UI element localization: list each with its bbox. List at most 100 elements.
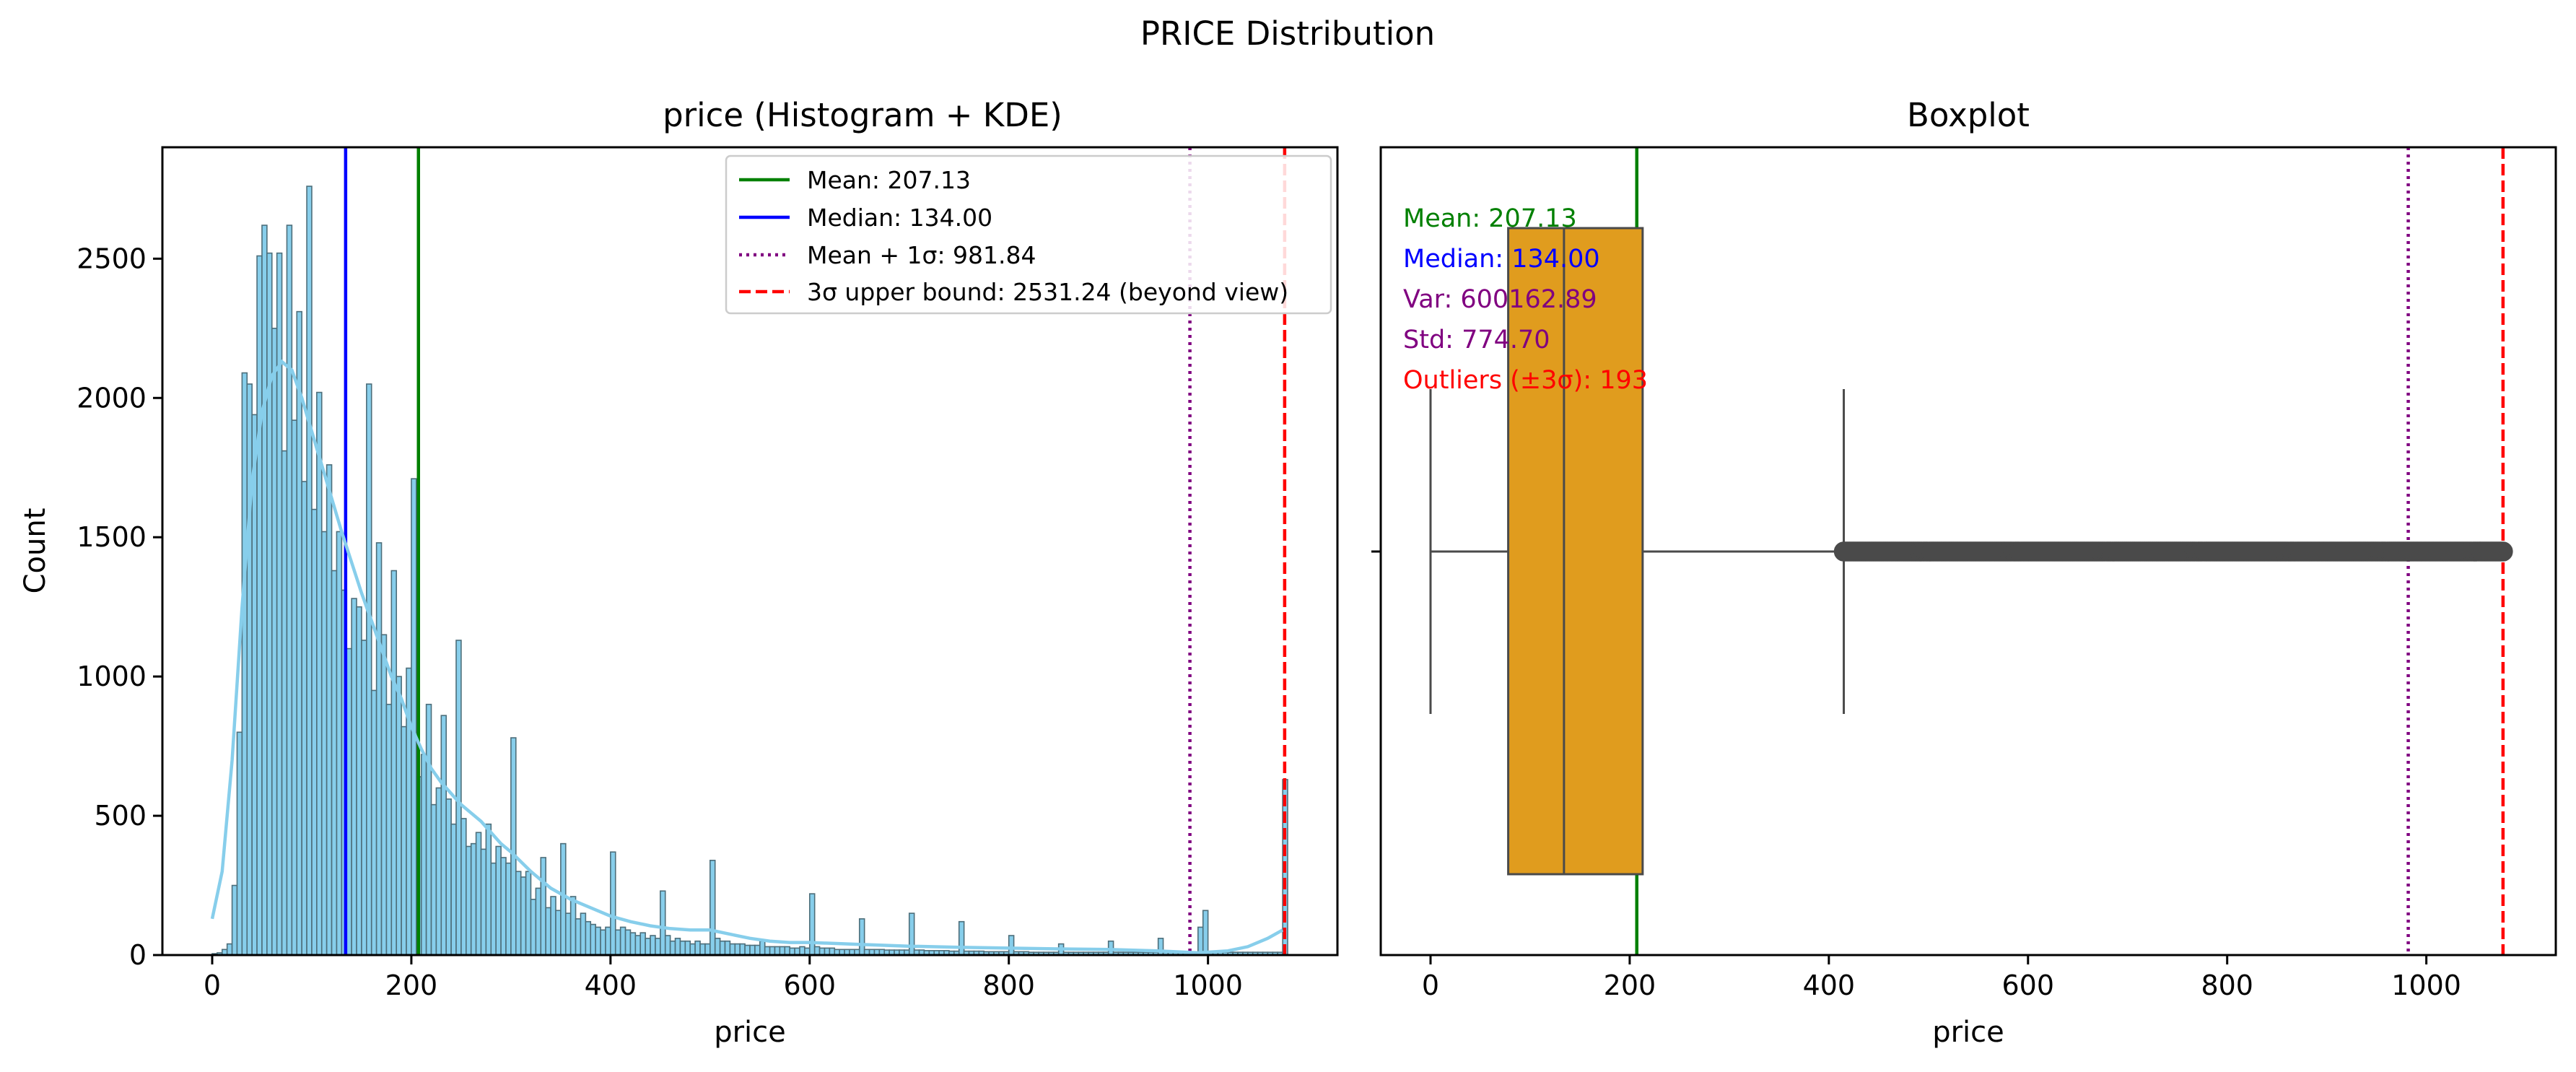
legend-item-median: Median: 134.00 bbox=[739, 204, 992, 232]
x-tick-label: 1000 bbox=[1173, 969, 1243, 1001]
histogram-bar bbox=[530, 899, 537, 956]
histogram-bar bbox=[694, 940, 701, 956]
histogram-bar bbox=[590, 923, 596, 956]
stats-annotation: Median: 134.00 bbox=[1403, 245, 1600, 274]
boxplot-x-label: price bbox=[1932, 1016, 2004, 1049]
histogram-bar bbox=[645, 938, 651, 956]
histogram-bar bbox=[619, 926, 626, 956]
histogram-bar bbox=[779, 946, 786, 956]
histogram-bar bbox=[540, 857, 546, 956]
histogram-bar bbox=[595, 926, 601, 956]
histogram-bar bbox=[744, 944, 751, 956]
histogram-bar bbox=[719, 940, 726, 956]
histogram-bar bbox=[734, 943, 741, 956]
legend-item-mean-plus-1sigma: Mean + 1σ: 981.84 bbox=[739, 241, 1036, 269]
stats-annotation: Mean: 207.13 bbox=[1403, 204, 1577, 233]
histogram-bar bbox=[769, 946, 776, 956]
y-tick-label: 500 bbox=[94, 800, 147, 832]
stats-annotation: Std: 774.70 bbox=[1403, 326, 1550, 354]
x-tick-label: 600 bbox=[784, 969, 837, 1001]
histogram-bar bbox=[560, 842, 567, 956]
histogram-panel: price (Histogram + KDE) 0 200 400 600 800 100… bbox=[19, 96, 1339, 1049]
boxplot bbox=[1429, 227, 2513, 876]
histogram-bar bbox=[226, 943, 233, 956]
histogram-bar bbox=[251, 414, 258, 956]
svg-text:Median: 134.00: Median: 134.00 bbox=[807, 204, 992, 232]
histogram-bar bbox=[490, 862, 497, 956]
histogram-bar bbox=[480, 848, 487, 956]
histogram-bar bbox=[286, 225, 293, 956]
histogram-bar bbox=[331, 570, 338, 956]
histogram-bar bbox=[445, 798, 452, 956]
histogram-bar bbox=[525, 871, 532, 956]
legend: Mean: 207.13 Median: 134.00 Mean + 1σ: 9… bbox=[725, 154, 1332, 315]
histogram-bar bbox=[799, 946, 805, 956]
histogram-bar bbox=[550, 896, 556, 956]
histogram-bar bbox=[569, 896, 577, 956]
histogram-bar bbox=[610, 851, 616, 956]
svg-text:Mean + 1σ: 981.84: Mean + 1σ: 981.84 bbox=[807, 241, 1036, 269]
histogram-bar bbox=[460, 818, 467, 956]
histogram-bar bbox=[351, 598, 357, 956]
histogram-bar bbox=[684, 940, 691, 956]
histogram-bar bbox=[639, 932, 646, 956]
histogram-bar bbox=[629, 932, 637, 956]
histogram-bar bbox=[470, 842, 477, 956]
histogram-bar bbox=[336, 531, 343, 956]
histogram-bar bbox=[356, 606, 362, 956]
histogram-bar bbox=[430, 803, 437, 956]
histogram-y-label: Count bbox=[19, 508, 52, 594]
histogram-bar bbox=[808, 893, 816, 956]
y-tick-label: 2500 bbox=[77, 243, 147, 274]
histogram-bar bbox=[585, 920, 592, 956]
kde-curve bbox=[210, 359, 1284, 955]
histogram-bar bbox=[236, 731, 243, 956]
svg-text:3σ upper bound: 2531.24 (beyon: 3σ upper bound: 2531.24 (beyond view) bbox=[807, 278, 1288, 306]
histogram-bar bbox=[326, 464, 333, 956]
histogram-bar bbox=[495, 845, 502, 956]
histogram-bar bbox=[440, 715, 447, 956]
histogram-bar bbox=[420, 754, 427, 956]
histogram-bar bbox=[505, 862, 512, 956]
histogram-bar bbox=[764, 946, 771, 956]
histogram-bar bbox=[301, 481, 307, 956]
x-tick-label: 1000 bbox=[2391, 969, 2461, 1001]
histogram-bar bbox=[246, 383, 253, 956]
y-tick-label: 1000 bbox=[77, 661, 147, 692]
svg-text:Mean: 207.13: Mean: 207.13 bbox=[807, 166, 971, 194]
histogram-bar bbox=[759, 940, 766, 956]
histogram-bar bbox=[261, 225, 268, 956]
histogram-bar bbox=[614, 929, 621, 956]
histogram-bar bbox=[624, 929, 632, 956]
stats-annotation: Var: 600162.89 bbox=[1403, 285, 1597, 314]
histogram-bar bbox=[510, 737, 517, 956]
histogram-bar bbox=[739, 943, 746, 956]
histogram-bar bbox=[256, 255, 263, 956]
histogram-bar bbox=[465, 845, 472, 956]
histogram-bar bbox=[306, 186, 313, 956]
histogram-bar bbox=[366, 383, 372, 956]
histogram-bar bbox=[749, 944, 756, 956]
histogram-bar bbox=[1202, 910, 1209, 956]
x-tick-label: 600 bbox=[2002, 969, 2055, 1001]
x-tick-label: 800 bbox=[2201, 969, 2253, 1001]
histogram-bar bbox=[276, 252, 283, 956]
histogram-bar bbox=[710, 860, 716, 956]
histogram-bar bbox=[380, 634, 388, 956]
histogram-title: price (Histogram + KDE) bbox=[663, 96, 1062, 134]
histogram-bar bbox=[520, 876, 527, 956]
histogram-bar bbox=[908, 912, 915, 956]
boxplot-title: Boxplot bbox=[1907, 96, 2030, 134]
histogram-bar bbox=[784, 946, 790, 956]
histogram-x-ticks: 0 200 400 600 800 1000 bbox=[204, 955, 1243, 1001]
histogram-bar bbox=[450, 823, 457, 956]
histogram-x-label: price bbox=[714, 1016, 786, 1049]
histogram-bar bbox=[729, 943, 736, 956]
legend-box bbox=[725, 154, 1332, 315]
histogram-bar bbox=[958, 920, 965, 956]
histogram-bar bbox=[655, 938, 661, 956]
histogram-bar bbox=[316, 391, 323, 956]
legend-item-upper-3sigma: 3σ upper bound: 2531.24 (beyond view) bbox=[739, 278, 1288, 306]
x-tick-label: 400 bbox=[1803, 969, 1856, 1001]
